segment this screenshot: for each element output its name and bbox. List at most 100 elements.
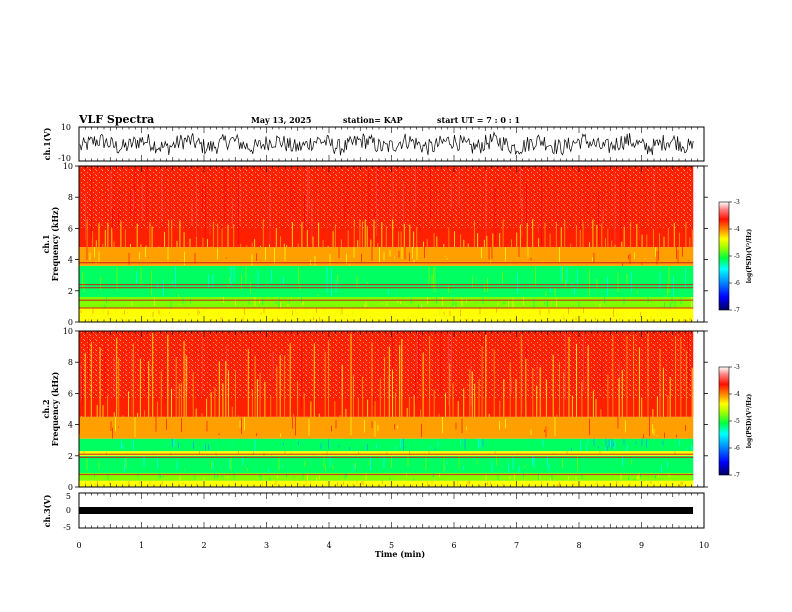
- spectrogram-streak: [197, 309, 199, 316]
- spectrogram-streak: [622, 263, 623, 266]
- spectrogram-streak: [247, 467, 248, 472]
- spectrogram-spike: [158, 246, 160, 248]
- spectrogram-streak: [364, 419, 365, 433]
- spectrogram-spike: [659, 233, 660, 248]
- spectrogram-streak: [646, 318, 647, 322]
- spectrogram-streak: [116, 444, 118, 446]
- spectrogram-streak: [241, 274, 242, 290]
- spectrogram-streak: [121, 439, 122, 449]
- spectrogram-streak: [469, 480, 470, 485]
- spectrogram-streak: [682, 481, 683, 485]
- spectrogram-streak: [434, 448, 436, 451]
- spectrogram-streak: [509, 475, 511, 480]
- spectrogram-streak: [562, 458, 563, 468]
- spectrogram-streak: [173, 438, 175, 448]
- spectrogram-streak: [530, 429, 532, 435]
- spectrogram-streak: [329, 253, 331, 265]
- spectrogram-streak: [92, 451, 94, 455]
- spectrogram-streak: [332, 259, 334, 261]
- spectrogram-streak: [685, 267, 686, 288]
- spectrogram-spike: [433, 389, 435, 417]
- spectrogram-streak: [190, 298, 191, 304]
- spectrogram-spike: [656, 396, 658, 417]
- spectrogram-streak: [433, 267, 434, 289]
- spectrogram-streak: [341, 308, 343, 315]
- spectrogram-streak: [268, 237, 269, 239]
- spectrogram-streak: [407, 455, 409, 467]
- spectrogram-streak: [256, 253, 257, 261]
- spectrogram-streak: [205, 443, 206, 451]
- spectrogram-streak: [313, 317, 314, 320]
- spectrogram-streak: [182, 482, 184, 484]
- spectrogram-band: [79, 438, 694, 452]
- spectrogram-spike: [605, 238, 606, 248]
- spectrogram-streak: [409, 451, 410, 456]
- spectrogram-streak: [428, 265, 430, 285]
- spectrogram-streak: [227, 285, 229, 288]
- spectrogram-streak: [611, 318, 613, 322]
- spectrogram-spike: [689, 237, 691, 248]
- spectrogram-streak: [266, 451, 268, 454]
- spectrogram-streak: [595, 318, 596, 321]
- spectrogram-spike: [262, 219, 264, 248]
- spectrogram-streak: [326, 451, 328, 456]
- spectrogram-spike: [673, 222, 675, 248]
- spectrogram-streak: [280, 433, 281, 437]
- spectrogram-streak: [686, 448, 688, 450]
- spectrogram-spike: [460, 234, 462, 248]
- spectrogram-streak: [239, 420, 241, 428]
- spectrogram-spike: [601, 223, 603, 248]
- spectrogram-streak: [158, 310, 160, 315]
- spectrogram-streak: [430, 445, 431, 449]
- spectrogram-streak: [647, 476, 649, 478]
- spectrogram-streak: [257, 270, 259, 288]
- spectrogram-spike: [579, 230, 581, 248]
- spectrogram-streak: [179, 304, 181, 305]
- spectrogram-streak: [302, 473, 304, 480]
- spectrogram-streak: [634, 252, 635, 259]
- spectrogram-streak: [244, 308, 245, 315]
- spectrogram-streak: [467, 480, 469, 486]
- spectrogram-streak: [325, 464, 326, 472]
- spectrogram-streak: [272, 317, 274, 320]
- spectrogram-streak: [572, 317, 574, 321]
- spectrogram-spike: [545, 379, 547, 417]
- spectrogram-spike: [511, 239, 512, 248]
- spectrogram-streak: [251, 254, 253, 266]
- spectrogram-spike: [353, 219, 355, 248]
- spectrogram-streak: [194, 475, 196, 480]
- spectrogram-spike: [448, 227, 450, 248]
- spectrogram-streak: [110, 421, 112, 431]
- spectrogram-streak: [502, 272, 503, 284]
- ch2-spectrogram-ylabel-frequency: Frequency (kHz): [50, 371, 60, 446]
- spectrogram-spike: [564, 219, 566, 248]
- spectrogram-streak: [659, 272, 661, 291]
- spectrogram-streak: [230, 456, 232, 470]
- spectrogram-streak: [667, 461, 668, 468]
- spectrogram-streak: [134, 417, 136, 438]
- spectrogram-streak: [212, 461, 214, 470]
- spectrogram-streak: [185, 483, 187, 487]
- spectrogram-streak: [598, 446, 599, 449]
- spectrogram-streak: [469, 310, 470, 314]
- spectrogram-spike: [581, 381, 583, 417]
- spectrogram-streak: [220, 317, 221, 322]
- spectrogram-streak: [254, 439, 256, 451]
- spectrogram-streak: [568, 476, 569, 480]
- spectrogram-streak: [409, 252, 410, 262]
- spectrogram-streak: [655, 474, 656, 479]
- spectrogram-streak: [479, 308, 481, 315]
- time-axis-label: Time (min): [375, 549, 425, 559]
- spectrogram-spike: [275, 228, 277, 248]
- colorbar-tick-label: -3: [734, 199, 740, 206]
- spectrogram-streak: [200, 485, 202, 486]
- spectrogram-streak: [184, 469, 185, 471]
- spectrogram-streak: [575, 476, 577, 481]
- spectrogram-spike: [144, 410, 146, 417]
- spectrogram-streak: [277, 475, 278, 478]
- spectrogram-streak: [494, 451, 496, 454]
- spectrogram-streak: [175, 266, 176, 287]
- spectrogram-streak: [148, 483, 149, 485]
- spectrogram-streak: [499, 421, 500, 430]
- spectrogram-streak: [626, 273, 628, 285]
